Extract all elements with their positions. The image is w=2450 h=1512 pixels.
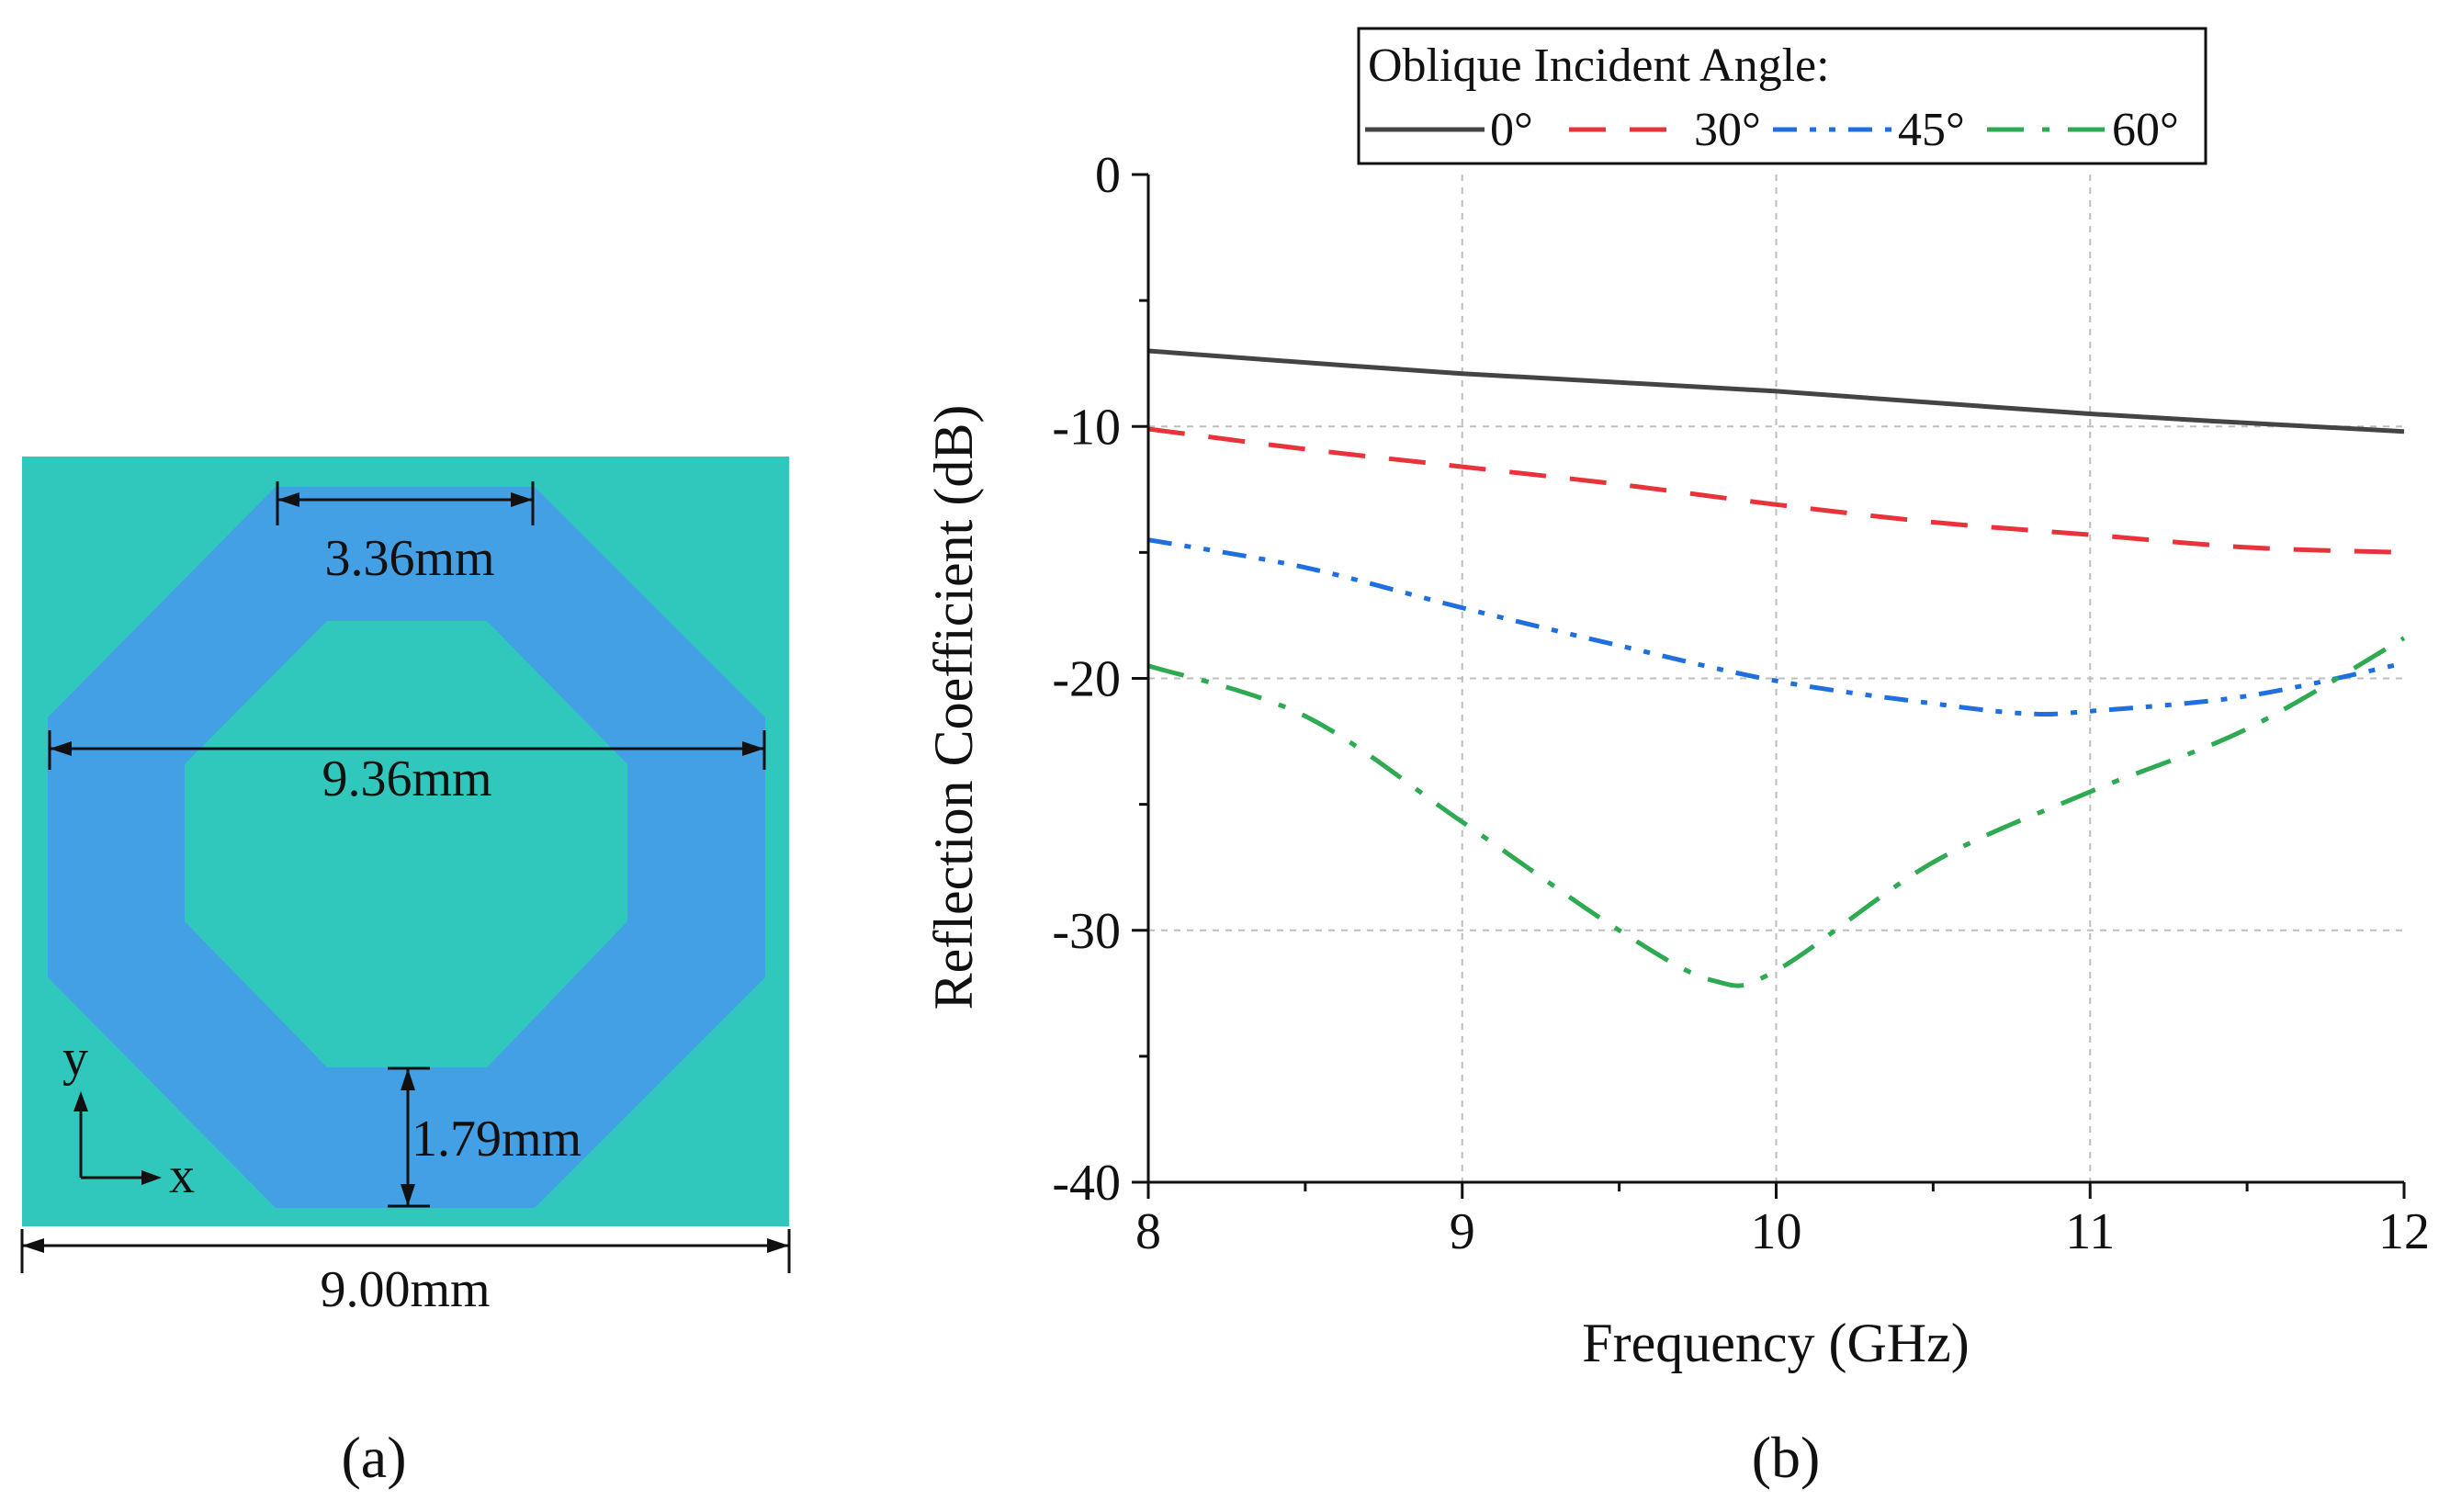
axes [1132,173,2406,1199]
y-tick-label: -10 [1052,399,1121,456]
series-layer [1147,348,2406,988]
top-width-dimension [276,481,535,525]
outer-span-label: 9.36mm [322,750,491,807]
x-tick-labels: 8 9 10 11 12 [1135,1203,2430,1260]
x-tick-label-8: 8 [1135,1203,1161,1260]
y-tick-label: 0 [1095,147,1121,204]
y-tick-labels: 0 -10 -20 -30 -40 [1052,147,1121,1212]
legend-label-0: 0° [1490,104,1533,156]
series-line-2 [1147,537,2405,717]
legend-frame [1357,27,2207,165]
top-width-label: 3.36mm [324,530,494,587]
x-tick-label-10: 10 [1751,1203,1802,1260]
legend-title: Oblique Incident Angle: [1368,39,1830,92]
x-axis-title: Frequency (GHz) [1582,1313,1970,1373]
panel-a-label: (a) [341,1425,406,1490]
axis-y-label: y [62,1030,88,1087]
x-tick-label-9: 9 [1450,1203,1475,1260]
reflection-chart: 8 9 10 11 12 0 -10 -20 -30 -40 Frequency (GHz) R… [923,27,2430,1490]
cell-width-label: 9.00mm [320,1261,490,1318]
series-line-1 [1147,426,2405,555]
cell-width-dimension [20,1229,791,1273]
legend-label-1: 30° [1694,104,1761,156]
ring-width-label: 1.79mm [412,1111,581,1168]
legend-items: 0° 30° 45° 60° [1365,104,2179,156]
series-line-0 [1147,348,2405,434]
grid [1148,175,2404,1182]
y-tick-label: -20 [1052,651,1121,708]
y-axis-title: Reflection Coefficient (dB) [923,405,984,1010]
octagon-ring-inner [185,621,627,1067]
legend: Oblique Incident Angle: 0° 30° 45° 60° [1357,27,2207,165]
unit-cell-panel: 3.36mm 9.36mm 1.79mm y x [20,457,791,1490]
axis-x-label: x [169,1147,195,1204]
outer-span-dimension [48,730,766,770]
legend-label-2: 45° [1898,104,1965,156]
x-tick-label-11: 11 [2065,1203,2115,1260]
x-tick-label-12: 12 [2378,1203,2430,1260]
panel-b-label: (b) [1752,1425,1821,1490]
series-line-3 [1147,636,2406,988]
y-tick-label: -40 [1052,1155,1121,1212]
legend-label-3: 60° [2112,104,2179,156]
y-tick-label: -30 [1052,903,1121,960]
ring-width-dimension [388,1066,430,1208]
coordinate-axes-icon [73,1091,162,1185]
